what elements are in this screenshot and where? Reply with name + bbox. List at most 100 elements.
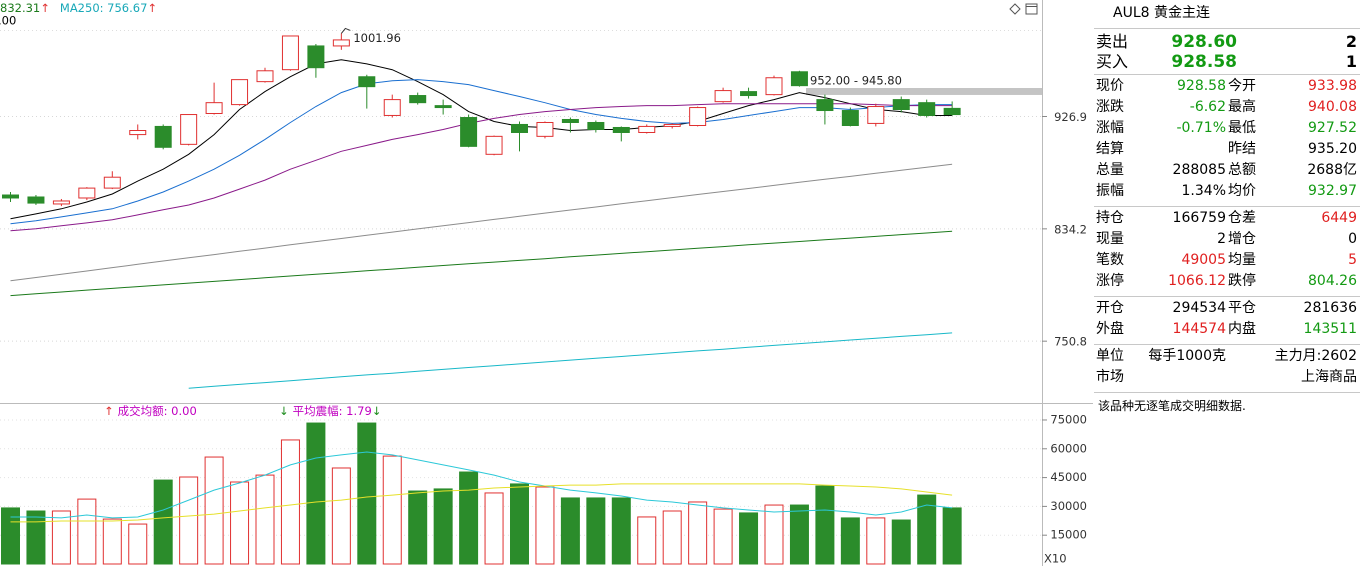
bid-ask-volume: 1 [1345,52,1357,71]
diamond-icon[interactable] [1009,3,1021,15]
field-value: 804.26 [1308,273,1357,289]
window-icon[interactable] [1025,3,1038,15]
field-label: 涨幅 [1096,120,1124,136]
field-label: 仓差 [1228,210,1256,226]
candle-body [663,123,681,127]
volume-bar [917,494,937,565]
field-label: 跌停 [1228,273,1256,289]
field-value: 1.34% [1181,183,1226,199]
volume-bar [535,486,555,565]
quote-row: 市场 上海商品 [1094,367,1360,387]
candle-body [689,107,707,127]
field-value: 0 [1348,231,1357,247]
candle-body [892,99,910,110]
field-value: 1066.12 [1168,273,1226,289]
volume-bar [560,497,580,565]
y-tick-label: 926.9 [1054,110,1087,124]
field-value: 940.08 [1308,99,1357,115]
field-value: -0.71% [1176,120,1226,136]
volume-bar [891,519,911,565]
field-label: 今开 [1228,78,1256,94]
volume-bar [153,479,173,565]
volume-bar [688,501,708,565]
separator [1094,392,1360,393]
ma-legend-sub: .00 [0,14,16,28]
quote-row: 结算 昨结 935.20 [1094,139,1360,159]
field-label: 开仓 [1096,300,1124,316]
volume-bar [102,518,122,565]
volume-bar [255,474,275,565]
candle-body [561,118,579,123]
bid-ask-volume: 2 [1345,32,1357,51]
separator [1094,74,1360,75]
field-value: 294534 [1172,300,1226,316]
quote-title: AUL8 黄金主连 [1094,3,1360,23]
y-tick-label: 30000 [1050,499,1087,513]
range-band-label: 952.00 - 945.80 [810,74,902,88]
ma-line [188,332,953,389]
volume-ma-line [10,483,953,523]
candle-body [434,105,452,109]
quote-row: 持仓 166759 仓差 6449 [1094,208,1360,228]
candle-body [307,45,325,69]
header-text: 成交均额: 0.00 [118,404,197,418]
toolbar-icons[interactable] [1009,3,1038,15]
volume-bar [611,497,631,565]
volume-bar [866,517,886,565]
field-value: 6449 [1321,210,1357,226]
field-label: 笔数 [1096,252,1124,268]
candle-body [714,90,732,103]
field-label: 现价 [1096,78,1124,94]
ma-line [10,230,953,297]
legend-arrow: ↑ [147,1,157,15]
candle-body [612,126,630,133]
field-value: 主力月:2602 [1274,348,1357,364]
y-tick-label: 15000 [1050,528,1087,542]
header-arrow: ↓ [279,404,289,418]
volume-bar [433,488,453,565]
candle-body [103,176,121,189]
field-label: 最低 [1228,120,1256,136]
quote-row: 振幅 1.34% 均价 932.97 [1094,181,1360,201]
legend-arrow: ↑ [40,1,50,15]
quote-row: 总量 288085 总额 2688亿 [1094,160,1360,180]
candle-body [205,102,223,115]
candle-body [78,187,96,199]
field-label: 外盘 [1096,321,1124,337]
separator [1094,344,1360,345]
bid-ask-label: 卖出 [1096,32,1129,51]
volume-bar [1,507,20,565]
y-tick-label: 834.2 [1054,222,1087,236]
field-value: 288085 [1172,162,1226,178]
volume-bar [840,517,860,565]
field-label: 结算 [1096,141,1124,157]
candle-body [485,135,503,155]
quote-row: 开仓 294534 平仓 281636 [1094,298,1360,318]
volume-bar [230,481,250,565]
bid-ask-row: 买入 928.58 1 [1094,52,1360,72]
volume-bar [204,456,224,565]
candle-body [511,123,528,133]
quote-row: 外盘 144574 内盘 143511 [1094,319,1360,339]
field-label: 增仓 [1228,231,1256,247]
volume-bar [459,471,479,565]
ma-line [10,79,953,225]
candle-body [52,200,70,205]
field-label: 市场 [1096,369,1124,385]
candle-body [587,121,605,130]
symbol-title: AUL8 黄金主连 [1113,5,1210,21]
no-tick-data-note: 该品种无逐笔成交明细数据. [1098,399,1246,413]
quote-row: 涨幅 -0.71% 最低 927.52 [1094,118,1360,138]
ma-legend: 832.31↑ MA250: 756.67↑ [0,1,157,15]
volume-header: ↑ 成交均额: 0.00 [104,404,197,418]
field-label: 单位 [1096,348,1124,364]
volume-bar [662,510,682,565]
candle-body [638,125,656,133]
quote-panel: AUL8 黄金主连 卖出 928.60 2 买入 928.58 1 现价 928.58 今开 933… [1094,0,1360,566]
y-tick-label: 75000 [1050,412,1087,426]
field-label: 均价 [1228,183,1256,199]
high-flag [340,27,351,34]
separator [1094,206,1360,207]
